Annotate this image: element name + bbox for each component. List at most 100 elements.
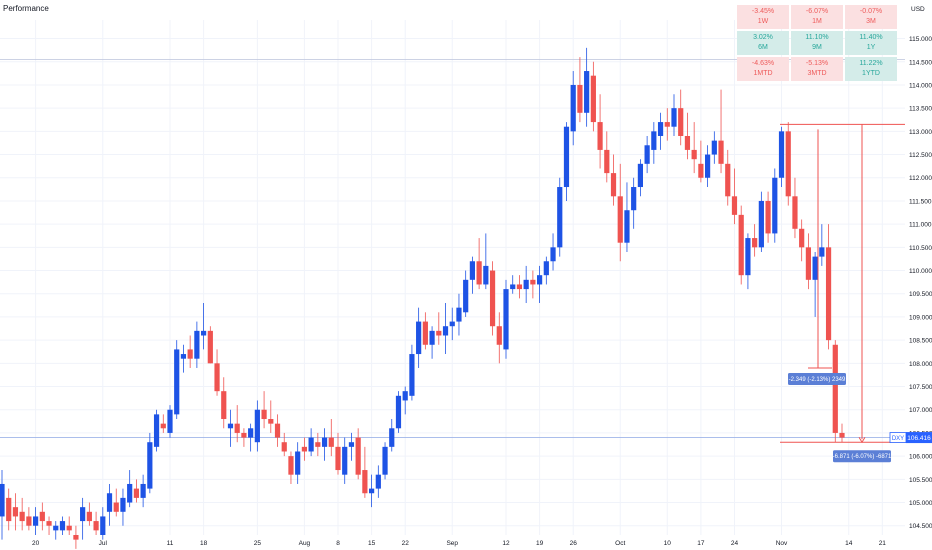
candle-body (657, 122, 664, 136)
perf-label: 1M (812, 18, 822, 25)
candle-body (832, 344, 838, 433)
candle (832, 340, 838, 443)
candle (201, 303, 207, 350)
y-tick-label: 110.500 (909, 245, 932, 252)
y-tick-label: 106.000 (909, 454, 932, 461)
candle (463, 270, 469, 317)
candle (577, 57, 583, 123)
perf-value: -0.07% (859, 8, 883, 15)
candle-body (281, 442, 287, 452)
grid (0, 20, 905, 535)
x-tick-label: Jul (99, 540, 108, 547)
candle (584, 47, 590, 127)
candle (100, 507, 106, 540)
candle (261, 391, 267, 429)
candle-body (174, 349, 180, 415)
perf-cell-1y: 11.40% 1Y (845, 31, 897, 55)
candle (496, 312, 502, 364)
perf-cell-1mtd: -4.63% 1MTD (737, 57, 789, 81)
candle (758, 191, 764, 252)
perf-cell-6m: 3.02% 6M (737, 31, 789, 55)
y-tick-label: 113.000 (909, 129, 932, 136)
candle (725, 149, 731, 206)
candle (812, 251, 818, 317)
candle (778, 126, 785, 188)
candle-body (140, 483, 146, 498)
candle (133, 479, 139, 503)
candle-body (86, 511, 92, 522)
candle-body (26, 516, 32, 526)
candle (26, 507, 32, 531)
candle (174, 340, 180, 420)
candle (590, 61, 596, 132)
candle (785, 122, 791, 206)
perf-cell-1m: -6.07% 1M (791, 5, 843, 29)
y-tick-label: 111.000 (909, 222, 932, 229)
y-tick-label: 112.500 (909, 152, 932, 159)
candle-body (758, 200, 764, 248)
candle (825, 224, 832, 350)
candle-body (46, 521, 52, 526)
y-tick-label: 114.500 (909, 59, 932, 66)
candle (765, 191, 771, 243)
candle (678, 89, 684, 146)
candle-body (416, 321, 422, 355)
candle (604, 131, 610, 183)
candle (772, 168, 778, 243)
candle (597, 94, 603, 169)
perf-value: 11.22% (859, 60, 883, 67)
candle-body (799, 228, 805, 248)
candle-body (664, 122, 670, 127)
perf-label: 3MTD (807, 70, 827, 77)
y-tick-label: 112.000 (909, 175, 932, 182)
candle (651, 122, 657, 164)
candle (416, 307, 422, 368)
candle (348, 432, 355, 461)
candle (295, 442, 301, 484)
candle (120, 488, 126, 526)
measure-tool[interactable]: -2.349 (-2.13%) 2349 -6.871 (-6.07%) -687… (780, 123, 905, 463)
candle (805, 233, 811, 290)
x-tick-label: 19 (536, 540, 544, 547)
x-tick-label: 26 (570, 540, 578, 547)
candle (86, 502, 92, 526)
perf-label: 6M (758, 44, 768, 51)
candle (711, 131, 717, 164)
candle-body (684, 135, 691, 150)
candle-body (537, 275, 543, 285)
candle-body (778, 131, 785, 178)
candle (328, 419, 334, 457)
candle-body (825, 247, 832, 341)
candle-body (590, 75, 596, 123)
candle-body (577, 84, 583, 113)
y-tick-label: 105.000 (909, 500, 932, 507)
candle (624, 182, 630, 252)
candle-body (543, 261, 549, 276)
candle (234, 405, 240, 443)
candle-body (187, 349, 193, 359)
y-tick-label: 104.500 (909, 523, 932, 530)
perf-cell-1ytd: 11.22% 1YTD (845, 57, 897, 81)
candle-body (456, 307, 462, 322)
candle-body (328, 437, 334, 447)
perf-value: -4.63% (751, 60, 775, 67)
candle (73, 525, 79, 549)
x-tick-label: 24 (731, 540, 739, 547)
candle (422, 312, 428, 350)
candle (180, 344, 187, 373)
candle-body (194, 330, 200, 359)
candle (698, 140, 704, 183)
candle (382, 442, 388, 480)
candle (550, 233, 556, 271)
candle-body (436, 330, 442, 336)
candle (752, 224, 758, 257)
candle-body (342, 446, 348, 475)
candle (187, 335, 193, 368)
measure-label-low-bg (833, 450, 891, 463)
candle (274, 414, 281, 447)
candle (402, 386, 408, 415)
candle (268, 400, 274, 433)
candle-body (530, 279, 536, 285)
candle (395, 391, 402, 433)
